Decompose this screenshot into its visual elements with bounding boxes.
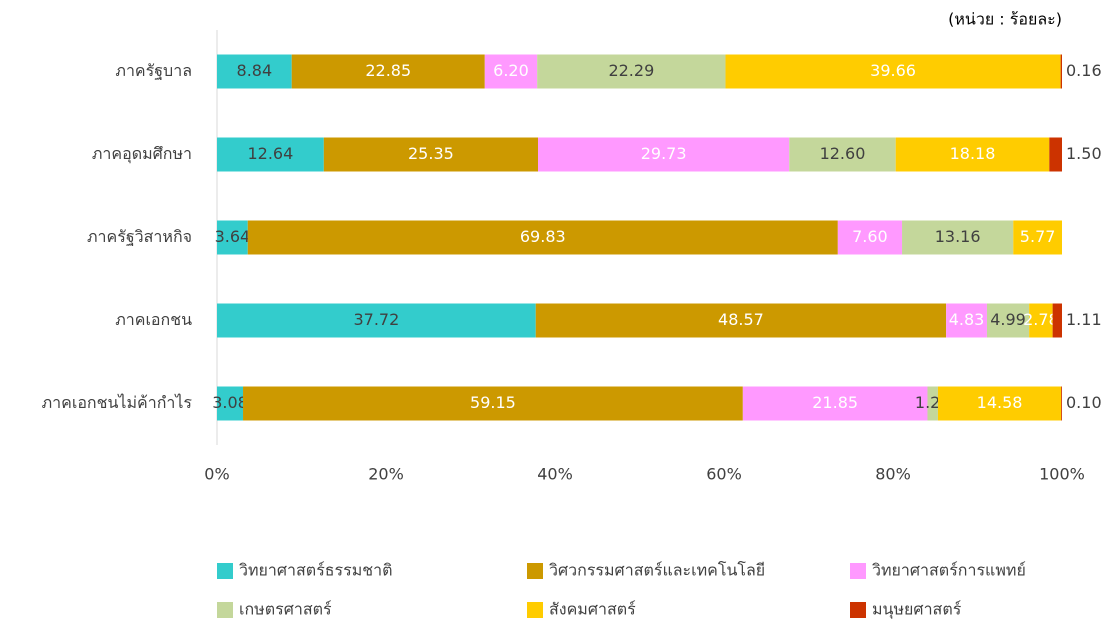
legend-swatch (527, 602, 543, 618)
data-label: 3.08 (212, 393, 248, 412)
data-label: 4.83 (949, 310, 985, 329)
bar-segment (217, 54, 292, 89)
y-tick-label: ภาคเอกชนไม่ค้ากำไร (42, 393, 193, 412)
bar-segment (1049, 137, 1062, 172)
y-tick-label: ภาคเอกชน (115, 310, 192, 329)
data-label: 3.64 (215, 227, 251, 246)
bar-segment (986, 303, 1030, 338)
data-label: 39.66 (870, 61, 916, 80)
bar-segment (291, 54, 485, 89)
data-label: 5.77 (1020, 227, 1056, 246)
data-label: 21.85 (812, 393, 858, 412)
data-label: 13.16 (935, 227, 981, 246)
legend-swatch (217, 563, 233, 579)
data-label: 8.84 (237, 61, 273, 80)
bar-segment (1061, 386, 1062, 421)
legend-swatch (527, 563, 543, 579)
x-tick-label: 80% (875, 465, 911, 484)
data-label: 12.60 (820, 144, 866, 163)
data-label: 22.85 (365, 61, 411, 80)
legend-swatch (850, 602, 866, 618)
data-label: 4.99 (990, 310, 1026, 329)
bar-segment (902, 220, 1014, 255)
bar-segment (837, 220, 903, 255)
legend-label: เกษตรศาสตร์ (239, 600, 332, 619)
x-tick-label: 40% (537, 465, 573, 484)
bar-segment (538, 137, 790, 172)
data-label: 29.73 (641, 144, 687, 163)
bar-segment (484, 54, 538, 89)
legend-label: มนุษยศาสตร์ (872, 600, 962, 620)
bar-segment (1052, 303, 1062, 338)
data-label: 0.16 (1066, 61, 1102, 80)
bar-segment (1029, 303, 1053, 338)
y-tick-label: ภาครัฐบาล (115, 61, 192, 80)
bar-segment (217, 220, 248, 255)
x-tick-label: 60% (706, 465, 742, 484)
bar-segment (247, 220, 838, 255)
data-label: 48.57 (718, 310, 764, 329)
y-tick-label: ภาครัฐวิสาหกิจ (87, 227, 192, 246)
bar-segment (937, 386, 1062, 421)
x-tick-label: 100% (1039, 465, 1085, 484)
legend-label: วิทยาศาสตร์การแพทย์ (872, 561, 1026, 580)
data-label: 12.64 (247, 144, 293, 163)
data-label: 14.58 (977, 393, 1023, 412)
x-tick-label: 20% (368, 465, 404, 484)
y-tick-label: ภาคอุดมศึกษา (92, 144, 192, 164)
bar-segment (1060, 54, 1062, 89)
data-label: 0.10 (1066, 393, 1102, 412)
bar-segment (217, 303, 536, 338)
legend-label: วิทยาศาสตร์ธรรมชาติ (239, 561, 393, 580)
data-label: 69.83 (520, 227, 566, 246)
x-tick-label: 0% (204, 465, 229, 484)
bar-segment (927, 386, 938, 421)
data-label: 37.72 (353, 310, 399, 329)
legend-swatch (217, 602, 233, 618)
unit-annotation: (หน่วย : ร้อยละ) (948, 10, 1062, 29)
bar-segment (789, 137, 896, 172)
legend-label: สังคมศาสตร์ (549, 600, 636, 619)
data-label: 18.18 (950, 144, 996, 163)
bar-segment (537, 54, 726, 89)
data-label: 6.20 (493, 61, 529, 80)
bar-segment (243, 386, 743, 421)
bar-segment (742, 386, 928, 421)
bar-segment (217, 137, 324, 172)
data-label: 2.78 (1023, 310, 1059, 329)
bar-segment (895, 137, 1050, 172)
data-label: 25.35 (408, 144, 454, 163)
data-label: 1.50 (1066, 144, 1102, 163)
data-label: 7.60 (852, 227, 888, 246)
data-label: 22.29 (608, 61, 654, 80)
bar-segment (725, 54, 1061, 89)
data-label: 1.11 (1066, 310, 1102, 329)
data-label: 59.15 (470, 393, 516, 412)
legend-label: วิศวกรรมศาสตร์และเทคโนโลยี (549, 561, 765, 580)
bar-segment (217, 386, 244, 421)
bar-segment (946, 303, 987, 338)
legend-swatch (850, 563, 866, 579)
bar-segment (535, 303, 947, 338)
bar-segment (323, 137, 539, 172)
bar-segment (1013, 220, 1062, 255)
